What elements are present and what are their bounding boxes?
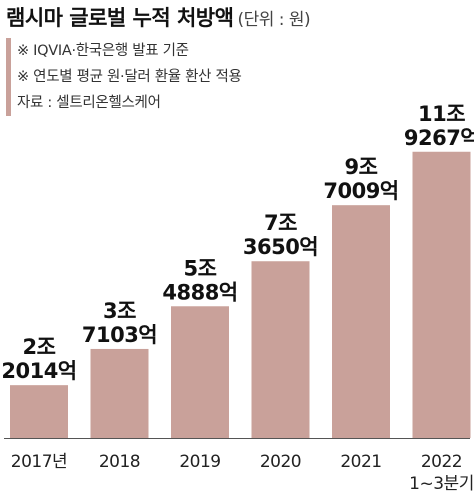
data-label-eok-2: 4888억 (162, 280, 237, 304)
data-label-jo-4: 9조 (345, 155, 378, 179)
x-tick-label-0: 2017년 (11, 452, 67, 472)
data-label-jo-0: 2조 (23, 335, 56, 359)
bar-5 (412, 151, 471, 438)
data-label-eok-4: 7009억 (323, 179, 398, 203)
data-label-jo-2: 5조 (184, 256, 217, 280)
note-data-source: 자료 : 셀트리온헬스케어 (17, 95, 161, 111)
unit-label: (단위 : 원) (237, 10, 311, 30)
chart-title: 램시마 글로벌 누적 처방액 (6, 6, 234, 30)
note-source-basis: ※ IQVIA·한국은행 발표 기준 (17, 43, 189, 59)
bar-1 (90, 348, 149, 438)
x-tick-label-2: 2019 (179, 452, 220, 472)
chart-title-row: 램시마 글로벌 누적 처방액 (단위 : 원) (6, 2, 311, 32)
data-label-eok-3: 3650억 (243, 235, 318, 259)
bar-3 (251, 261, 310, 438)
x-tick-sublabel-5: 1~3분기 (409, 474, 474, 494)
data-label-eok-1: 7103억 (82, 323, 157, 347)
bar-2 (171, 306, 229, 438)
data-label-jo-5: 11조 (418, 102, 465, 126)
data-label-eok-0: 2014억 (1, 359, 76, 383)
note-exchange-rate: ※ 연도별 평균 원·달러 환율 환산 적용 (17, 69, 242, 85)
x-tick-label-4: 2021 (340, 452, 381, 472)
data-label-jo-3: 7조 (264, 211, 297, 235)
bar-0 (10, 385, 68, 438)
x-tick-label-3: 2020 (260, 452, 301, 472)
notes-block: ※ IQVIA·한국은행 발표 기준 ※ 연도별 평균 원·달러 환율 환산 적… (6, 38, 242, 116)
x-tick-label-1: 2018 (99, 452, 140, 472)
data-label-jo-1: 3조 (103, 299, 136, 323)
bar-4 (332, 205, 390, 438)
data-label-eok-5: 9267억 (404, 126, 474, 150)
x-tick-label-5: 2022 (421, 452, 462, 472)
